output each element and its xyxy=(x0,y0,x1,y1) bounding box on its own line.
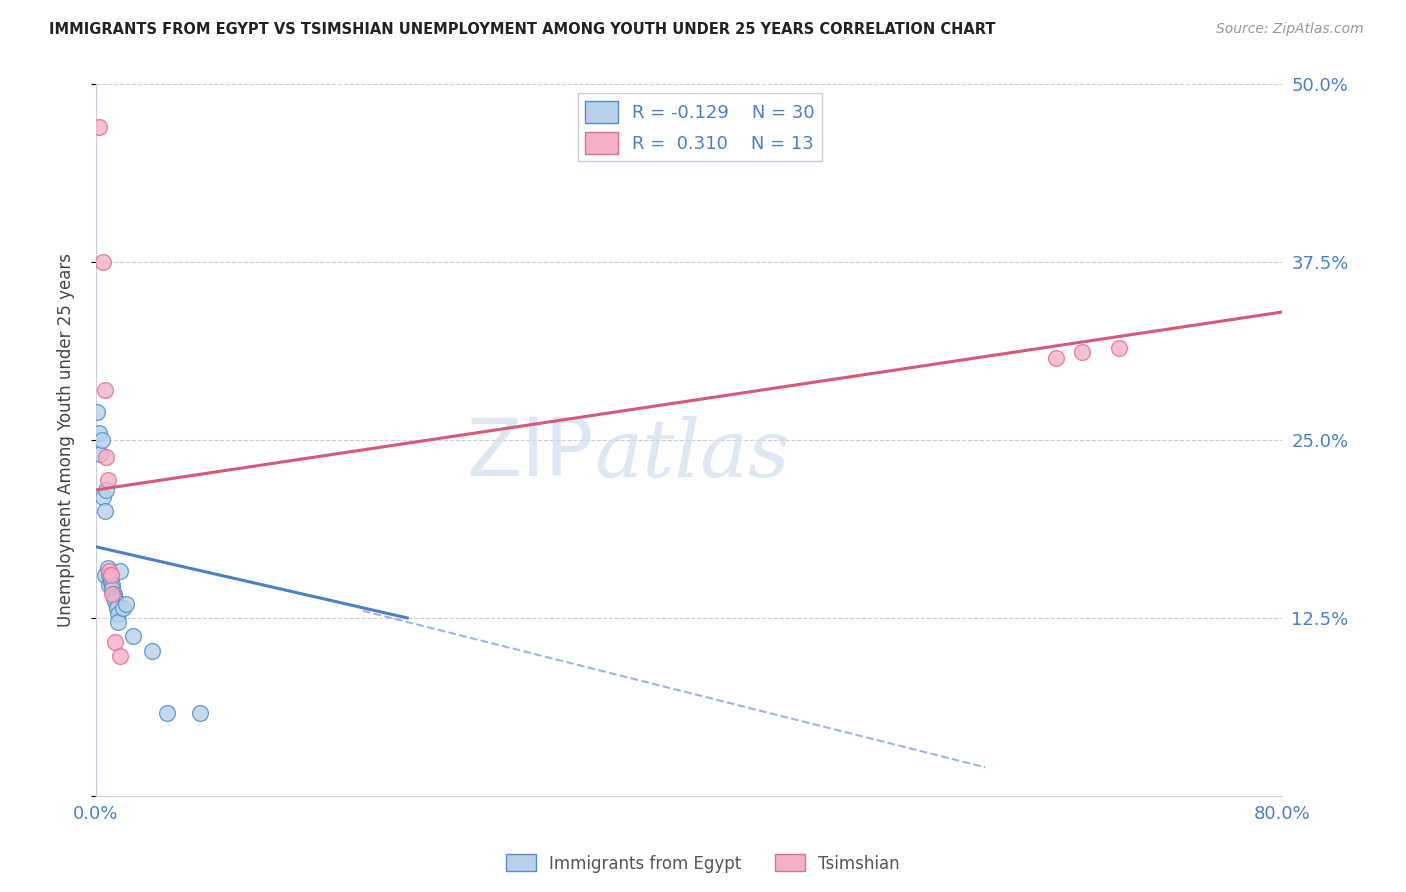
Point xyxy=(156,706,179,721)
Point xyxy=(100,575,122,590)
Point xyxy=(94,568,117,582)
Point xyxy=(103,590,125,604)
Legend: R = -0.129    N = 30, R =  0.310    N = 13: R = -0.129 N = 30, R = 0.310 N = 13 xyxy=(578,94,823,161)
Point xyxy=(108,564,131,578)
Point xyxy=(104,635,127,649)
Point xyxy=(86,404,108,418)
Point xyxy=(111,601,134,615)
Point xyxy=(98,578,121,592)
Legend: Immigrants from Egypt, Tsimshian: Immigrants from Egypt, Tsimshian xyxy=(499,847,907,880)
Point xyxy=(96,483,118,497)
Point xyxy=(108,649,131,664)
Point xyxy=(98,564,121,578)
Point xyxy=(87,425,110,440)
Point xyxy=(96,450,118,465)
Point xyxy=(87,120,110,135)
Text: IMMIGRANTS FROM EGYPT VS TSIMSHIAN UNEMPLOYMENT AMONG YOUTH UNDER 25 YEARS CORRE: IMMIGRANTS FROM EGYPT VS TSIMSHIAN UNEMP… xyxy=(49,22,995,37)
Point xyxy=(1070,345,1092,359)
Point xyxy=(94,384,117,398)
Point xyxy=(107,607,129,621)
Point xyxy=(105,599,128,614)
Point xyxy=(98,568,121,582)
Point xyxy=(141,643,163,657)
Point xyxy=(122,629,145,643)
Point xyxy=(100,568,122,582)
Point xyxy=(188,706,211,721)
Point xyxy=(97,561,120,575)
Y-axis label: Unemployment Among Youth under 25 years: Unemployment Among Youth under 25 years xyxy=(58,253,75,627)
Point xyxy=(1045,351,1067,365)
Point xyxy=(107,615,129,630)
Point xyxy=(105,601,128,615)
Point xyxy=(104,594,127,608)
Point xyxy=(101,578,124,592)
Point xyxy=(91,433,114,447)
Point xyxy=(100,568,122,582)
Point xyxy=(93,255,115,269)
Text: Source: ZipAtlas.com: Source: ZipAtlas.com xyxy=(1216,22,1364,37)
Point xyxy=(114,597,136,611)
Point xyxy=(104,592,127,607)
Point xyxy=(89,447,111,461)
Point xyxy=(94,504,117,518)
Text: atlas: atlas xyxy=(593,416,789,493)
Point xyxy=(1108,341,1130,355)
Point xyxy=(93,490,115,504)
Point xyxy=(101,582,124,597)
Point xyxy=(101,587,124,601)
Text: ZIP: ZIP xyxy=(467,416,593,493)
Point xyxy=(97,473,120,487)
Point xyxy=(103,587,125,601)
